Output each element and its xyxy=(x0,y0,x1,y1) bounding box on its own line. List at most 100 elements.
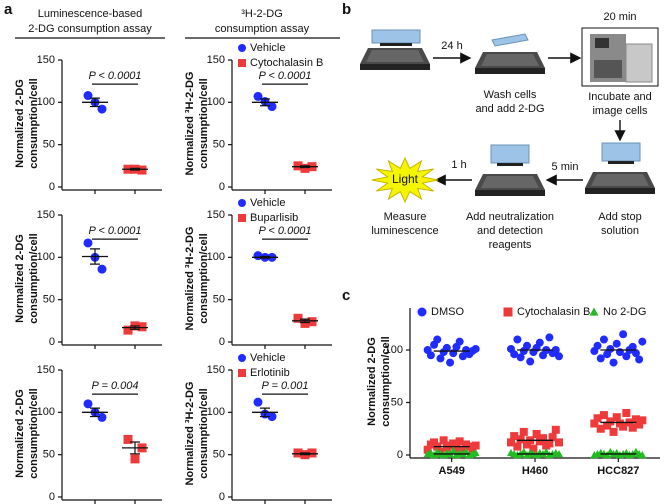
p-value: P < 0.0001 xyxy=(88,225,141,237)
caption: and add 2-DG xyxy=(475,103,544,115)
reader-base xyxy=(608,161,634,164)
y-tick-label: 100 xyxy=(37,406,55,418)
legend-label: No 2-DG xyxy=(603,306,646,318)
data-point xyxy=(446,358,455,367)
data-point xyxy=(300,163,310,173)
instrument-part xyxy=(595,38,609,48)
column-header: 2-DG consumption assay xyxy=(28,23,152,35)
column-header: Luminescence-based xyxy=(38,8,143,20)
legend-label: Cytochalasin B xyxy=(517,306,590,318)
data-point xyxy=(548,433,557,442)
legend-marker xyxy=(238,214,246,222)
data-point xyxy=(471,448,480,457)
time-label: 24 h xyxy=(441,40,462,52)
caption: Add neutralization xyxy=(466,211,554,223)
panel-label: b xyxy=(342,1,351,18)
data-point xyxy=(436,354,445,363)
time-label: 20 min xyxy=(603,11,636,23)
y-tick-label: 100 xyxy=(207,251,225,263)
y-tick-label: 0 xyxy=(49,336,55,348)
y-axis-label: Normalized 2-DG xyxy=(366,337,378,426)
error-bar xyxy=(300,165,310,169)
legend-label: DMSO xyxy=(431,306,464,318)
data-point xyxy=(516,353,525,362)
caption: Incubate and xyxy=(588,91,652,103)
y-tick-label: 150 xyxy=(37,209,55,221)
legend-marker xyxy=(503,307,513,317)
reader xyxy=(490,144,530,164)
error-bar xyxy=(300,318,310,324)
x-tick-label: H460 xyxy=(522,465,548,477)
light-label: Light xyxy=(392,172,419,186)
p-value: P < 0.0001 xyxy=(258,70,311,82)
legend-marker xyxy=(589,307,599,316)
data-point xyxy=(293,448,303,458)
error-bar xyxy=(260,255,270,259)
time-label: 5 min xyxy=(552,161,579,173)
data-point xyxy=(532,430,541,438)
legend-marker xyxy=(238,354,246,362)
plate xyxy=(585,172,655,194)
y-tick-label: 0 xyxy=(49,181,55,193)
data-point xyxy=(539,434,547,443)
y-tick-label: 0 xyxy=(219,336,225,348)
error-bar xyxy=(130,441,140,455)
legend-label: Vehicle xyxy=(250,42,285,54)
data-point xyxy=(507,438,515,447)
data-point xyxy=(123,325,133,335)
y-tick-label: 100 xyxy=(207,406,225,418)
instrument-frame xyxy=(581,27,659,87)
data-point xyxy=(253,397,263,407)
data-point xyxy=(609,427,618,436)
data-point xyxy=(97,412,107,422)
data-point xyxy=(631,415,640,424)
data-point xyxy=(593,414,602,423)
data-point xyxy=(439,436,448,445)
data-point xyxy=(628,342,637,351)
error-bar xyxy=(90,97,100,108)
reader-base xyxy=(380,43,412,46)
reader xyxy=(371,29,421,44)
data-point xyxy=(471,344,480,353)
plate xyxy=(475,52,545,74)
error-bar xyxy=(260,98,270,107)
error-bar xyxy=(130,325,140,330)
data-point xyxy=(510,432,519,441)
panel-label: a xyxy=(4,1,13,18)
caption: luminescence xyxy=(371,225,438,237)
light-burst xyxy=(371,156,439,204)
legend-marker xyxy=(417,307,427,317)
data-point xyxy=(513,335,522,344)
y-tick-label: 150 xyxy=(37,54,55,66)
data-point xyxy=(606,344,615,353)
y-axis-label: Normalized ³H-2-DG xyxy=(184,72,196,176)
data-point xyxy=(307,317,317,327)
data-point xyxy=(545,439,554,448)
data-point xyxy=(471,441,480,450)
y-tick-label: 50 xyxy=(213,449,225,461)
y-axis-label: Normalized ³H-2-DG xyxy=(184,382,196,486)
y-axis-label: consumption/cell xyxy=(198,78,210,168)
p-value: P = 0.004 xyxy=(92,380,139,392)
data-point xyxy=(513,442,522,451)
y-tick-label: 150 xyxy=(207,209,225,221)
data-point xyxy=(523,440,531,449)
data-point xyxy=(458,352,467,361)
p-value: P = 0.001 xyxy=(262,380,309,392)
lid xyxy=(491,33,529,47)
y-axis-label: Normalized 2-DG xyxy=(14,389,26,478)
data-point xyxy=(83,238,93,248)
y-tick-label: 50 xyxy=(213,139,225,151)
caption: and detection xyxy=(477,225,543,237)
data-point xyxy=(452,444,461,453)
y-tick-label: 150 xyxy=(207,364,225,376)
plate xyxy=(475,174,545,196)
data-point xyxy=(83,399,93,409)
column-header: consumption assay xyxy=(215,23,310,35)
y-tick-label: 0 xyxy=(219,491,225,503)
data-point xyxy=(433,335,442,344)
data-point xyxy=(516,435,525,444)
y-tick-label: 0 xyxy=(397,449,403,461)
data-point xyxy=(529,444,538,453)
